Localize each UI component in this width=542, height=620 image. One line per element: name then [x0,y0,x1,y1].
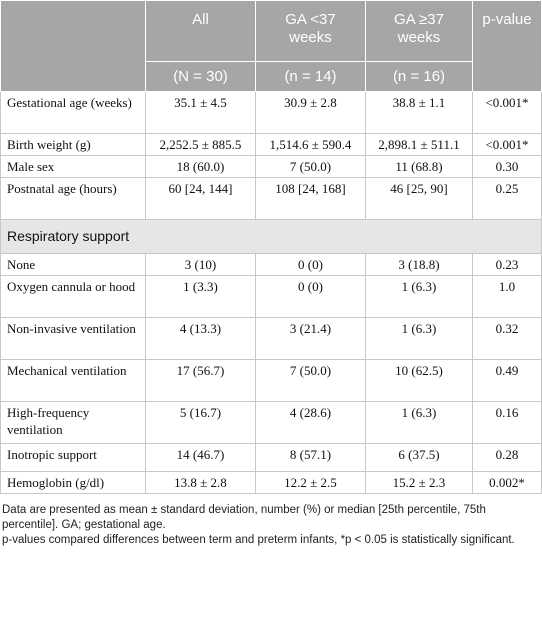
section-label: Respiratory support [0,219,542,254]
column-header: p-value [472,0,542,92]
footnote: p-values compared differences between te… [2,534,515,546]
value-cell: 0.49 [472,359,542,402]
value-cell: 8 (57.1) [255,443,366,472]
footnote: Data are presented as mean ± standard de… [2,504,486,531]
value-cell: 6 (37.5) [365,443,473,472]
value-cell: 1 (6.3) [365,401,473,444]
table-row: High-frequency ventilation 5 (16.7) 4 (28.… [0,401,542,444]
value-cell: 17 (56.7) [145,359,256,402]
table-header: All GA <37 weeks GA ≥37 weeks p-value (N = 3… [0,0,542,92]
value-cell: 18 (60.0) [145,155,256,178]
value-cell: 0.002* [472,471,542,494]
value-cell: 108 [24, 168] [255,177,366,220]
value-cell: 2,252.5 ± 885.5 [145,133,256,156]
row-label: Postnatal age (hours) [0,177,146,220]
column-count: (N = 30) [145,61,256,92]
value-cell: 4 (13.3) [145,317,256,360]
value-cell: 4 (28.6) [255,401,366,444]
value-cell: 38.8 ± 1.1 [365,91,473,134]
column-header: All [145,0,256,62]
value-cell: 15.2 ± 2.3 [365,471,473,494]
value-cell: 0 (0) [255,275,366,318]
value-cell: 30.9 ± 2.8 [255,91,366,134]
row-label: Hemoglobin (g/dl) [0,471,146,494]
table-body: Gestational age (weeks) 35.1 ± 4.5 30.9 ± … [0,91,542,494]
table-row: Birth weight (g) 2,252.5 ± 885.5 1,514.6 ±… [0,133,542,156]
footnotes: Data are presented as mean ± standard de… [2,503,540,548]
value-cell: 0.28 [472,443,542,472]
row-label: Gestational age (weeks) [0,91,146,134]
value-cell: 35.1 ± 4.5 [145,91,256,134]
value-cell: 11 (68.8) [365,155,473,178]
value-cell: 7 (50.0) [255,155,366,178]
value-cell: 0.16 [472,401,542,444]
value-cell: 0 (0) [255,253,366,276]
value-cell: <0.001* [472,133,542,156]
value-cell: 1,514.6 ± 590.4 [255,133,366,156]
value-cell: 0.32 [472,317,542,360]
row-label: Oxygen cannula or hood [0,275,146,318]
value-cell: 3 (10) [145,253,256,276]
value-cell: 12.2 ± 2.5 [255,471,366,494]
row-label: Birth weight (g) [0,133,146,156]
value-cell: 3 (18.8) [365,253,473,276]
header-cell [0,0,146,92]
table-row: Non-invasive ventilation 4 (13.3) 3 (21.4)… [0,317,542,360]
row-label: Male sex [0,155,146,178]
value-cell: 1 (3.3) [145,275,256,318]
value-cell: 1 (6.3) [365,275,473,318]
row-label: Mechanical ventilation [0,359,146,402]
header-row: All GA <37 weeks GA ≥37 weeks p-value [0,0,542,92]
value-cell: 5 (16.7) [145,401,256,444]
column-count: (n = 14) [255,61,366,92]
column-header: GA ≥37 weeks [365,0,473,62]
value-cell: 10 (62.5) [365,359,473,402]
value-cell: 60 [24, 144] [145,177,256,220]
row-label: Inotropic support [0,443,146,472]
table-row: None 3 (10) 0 (0) 3 (18.8) 0.23 [0,253,542,276]
value-cell: <0.001* [472,91,542,134]
table-row: Mechanical ventilation 17 (56.7) 7 (50.0) 1… [0,359,542,402]
data-table: All GA <37 weeks GA ≥37 weeks p-value (N = 3… [0,0,542,494]
value-cell: 3 (21.4) [255,317,366,360]
value-cell: 0.30 [472,155,542,178]
table-row: Oxygen cannula or hood 1 (3.3) 0 (0) 1 (6.3… [0,275,542,318]
header-row: (N = 30) (n = 14) (n = 16) [1,61,542,92]
table-row: Inotropic support 14 (46.7) 8 (57.1) 6 (37.… [0,443,542,472]
table-row: Male sex 18 (60.0) 7 (50.0) 11 (68.8) 0.30 [0,155,542,178]
row-label: High-frequency ventilation [0,401,146,444]
value-cell: 0.25 [472,177,542,220]
value-cell: 14 (46.7) [145,443,256,472]
section-row: Respiratory support [0,219,542,254]
value-cell: 7 (50.0) [255,359,366,402]
table-row: Hemoglobin (g/dl) 13.8 ± 2.8 12.2 ± 2.5 15.… [0,471,542,494]
value-cell: 2,898.1 ± 511.1 [365,133,473,156]
row-label: None [0,253,146,276]
value-cell: 13.8 ± 2.8 [145,471,256,494]
value-cell: 1.0 [472,275,542,318]
row-label: Non-invasive ventilation [0,317,146,360]
column-count: (n = 16) [365,61,473,92]
table-row: Postnatal age (hours) 60 [24, 144] 108 [24… [0,177,542,220]
value-cell: 0.23 [472,253,542,276]
table-row: Gestational age (weeks) 35.1 ± 4.5 30.9 ± … [0,91,542,134]
value-cell: 1 (6.3) [365,317,473,360]
column-header: GA <37 weeks [255,0,366,62]
value-cell: 46 [25, 90] [365,177,473,220]
